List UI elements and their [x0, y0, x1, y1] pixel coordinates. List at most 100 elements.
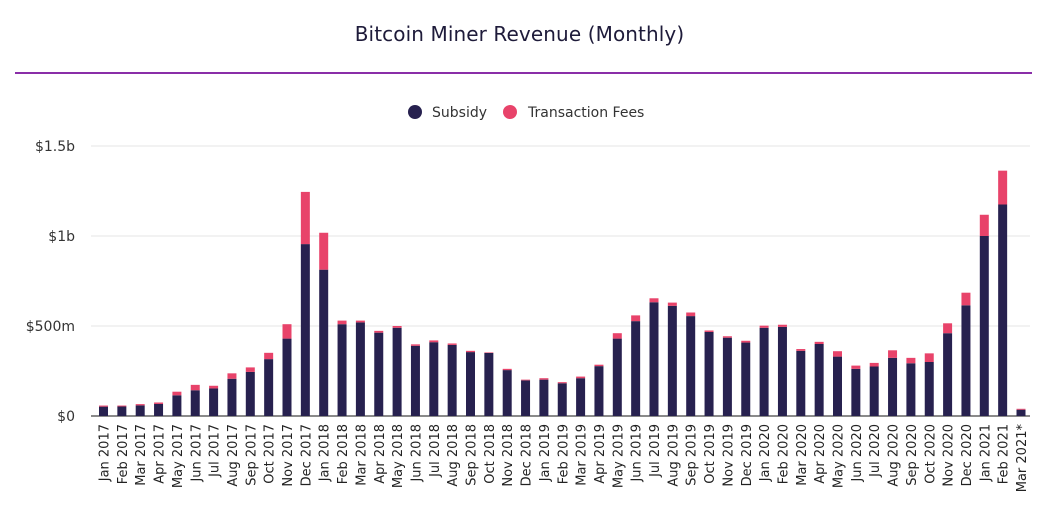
bar-transaction-fees[interactable] [943, 323, 953, 334]
bar-transaction-fees[interactable] [833, 351, 842, 357]
bar-transaction-fees[interactable] [154, 402, 164, 404]
bar-subsidy[interactable] [888, 357, 898, 416]
bar-transaction-fees[interactable] [539, 378, 549, 380]
bar-subsidy[interactable] [245, 371, 255, 416]
bar-subsidy[interactable] [741, 342, 751, 416]
bar-transaction-fees[interactable] [264, 352, 274, 360]
bar-subsidy[interactable] [466, 352, 475, 416]
bar-subsidy[interactable] [374, 332, 384, 416]
bar-transaction-fees[interactable] [227, 373, 237, 379]
bar-transaction-fees[interactable] [484, 352, 494, 353]
bar-subsidy[interactable] [777, 326, 787, 416]
bar-subsidy[interactable] [979, 236, 989, 416]
bar-subsidy[interactable] [410, 345, 420, 416]
bar-subsidy[interactable] [998, 204, 1008, 417]
bar-transaction-fees[interactable] [796, 349, 806, 351]
bar-transaction-fees[interactable] [1016, 408, 1026, 410]
bar-transaction-fees[interactable] [209, 385, 219, 389]
bar-subsidy[interactable] [484, 353, 494, 416]
bar-subsidy[interactable] [172, 395, 182, 416]
bar-transaction-fees[interactable] [135, 404, 145, 406]
bar-transaction-fees[interactable] [869, 362, 879, 367]
bar-subsidy[interactable] [282, 338, 292, 416]
bar-subsidy[interactable] [99, 406, 108, 416]
bar-subsidy[interactable] [924, 362, 934, 416]
bar-subsidy[interactable] [135, 405, 145, 416]
bar-transaction-fees[interactable] [117, 405, 127, 407]
bar-transaction-fees[interactable] [300, 191, 310, 245]
bar-transaction-fees[interactable] [502, 368, 512, 371]
bar-subsidy[interactable] [649, 302, 659, 416]
bar-transaction-fees[interactable] [594, 364, 604, 367]
bar-transaction-fees[interactable] [190, 384, 200, 391]
bar-subsidy[interactable] [943, 333, 953, 416]
bar-subsidy[interactable] [300, 244, 310, 416]
bar-subsidy[interactable] [502, 370, 512, 416]
bar-transaction-fees[interactable] [667, 302, 677, 306]
bar-transaction-fees[interactable] [722, 336, 732, 338]
bar-transaction-fees[interactable] [612, 333, 622, 339]
bar-subsidy[interactable] [264, 359, 274, 416]
bar-subsidy[interactable] [961, 305, 971, 416]
bar-subsidy[interactable] [686, 316, 696, 416]
bar-transaction-fees[interactable] [429, 340, 439, 343]
bar-subsidy[interactable] [319, 269, 329, 416]
bar-transaction-fees[interactable] [447, 343, 457, 345]
bar-transaction-fees[interactable] [521, 379, 531, 381]
legend-fees-label[interactable]: Transaction Fees [527, 105, 644, 121]
bar-subsidy[interactable] [667, 305, 677, 416]
bar-subsidy[interactable] [154, 403, 164, 416]
bar-transaction-fees[interactable] [686, 312, 696, 317]
bar-transaction-fees[interactable] [576, 376, 586, 379]
bar-transaction-fees[interactable] [741, 340, 751, 343]
bar-subsidy[interactable] [190, 390, 200, 416]
bar-transaction-fees[interactable] [392, 326, 402, 328]
bar-subsidy[interactable] [814, 344, 824, 416]
bar-transaction-fees[interactable] [557, 382, 567, 384]
bar-subsidy[interactable] [447, 344, 457, 416]
bar-subsidy[interactable] [521, 380, 531, 416]
bar-subsidy[interactable] [1016, 409, 1026, 416]
bar-subsidy[interactable] [117, 406, 127, 416]
bar-subsidy[interactable] [869, 366, 879, 417]
bar-transaction-fees[interactable] [851, 365, 861, 369]
bar-transaction-fees[interactable] [631, 315, 641, 322]
bar-subsidy[interactable] [576, 378, 586, 416]
bar-transaction-fees[interactable] [814, 341, 824, 344]
legend-subsidy-label[interactable]: Subsidy [432, 105, 487, 121]
bar-transaction-fees[interactable] [319, 232, 329, 270]
bar-subsidy[interactable] [612, 338, 622, 416]
bar-transaction-fees[interactable] [245, 367, 255, 372]
bar-subsidy[interactable] [631, 321, 641, 416]
legend-fees-swatch[interactable] [503, 105, 517, 119]
bar-transaction-fees[interactable] [282, 324, 292, 339]
bar-transaction-fees[interactable] [979, 214, 989, 236]
bar-subsidy[interactable] [594, 366, 604, 416]
bar-subsidy[interactable] [209, 388, 219, 416]
bar-subsidy[interactable] [704, 331, 714, 416]
bar-transaction-fees[interactable] [998, 170, 1008, 205]
bar-transaction-fees[interactable] [374, 330, 384, 333]
bar-transaction-fees[interactable] [777, 324, 787, 327]
bar-transaction-fees[interactable] [961, 292, 971, 306]
bar-subsidy[interactable] [355, 322, 365, 416]
bar-subsidy[interactable] [906, 363, 916, 416]
bar-subsidy[interactable] [722, 337, 732, 416]
bar-transaction-fees[interactable] [99, 405, 108, 407]
bar-transaction-fees[interactable] [172, 391, 182, 396]
bar-subsidy[interactable] [759, 327, 769, 416]
bar-subsidy[interactable] [833, 356, 842, 416]
bar-transaction-fees[interactable] [355, 320, 365, 323]
bar-transaction-fees[interactable] [466, 350, 475, 353]
bar-subsidy[interactable] [429, 342, 439, 416]
bar-subsidy[interactable] [557, 383, 567, 416]
bar-transaction-fees[interactable] [906, 357, 916, 364]
bar-transaction-fees[interactable] [759, 325, 769, 328]
bar-transaction-fees[interactable] [410, 344, 420, 346]
bar-transaction-fees[interactable] [704, 330, 714, 332]
bar-transaction-fees[interactable] [924, 353, 934, 362]
legend-subsidy-swatch[interactable] [408, 105, 422, 119]
bar-transaction-fees[interactable] [888, 350, 898, 358]
bar-subsidy[interactable] [851, 368, 861, 416]
bar-subsidy[interactable] [539, 379, 549, 416]
